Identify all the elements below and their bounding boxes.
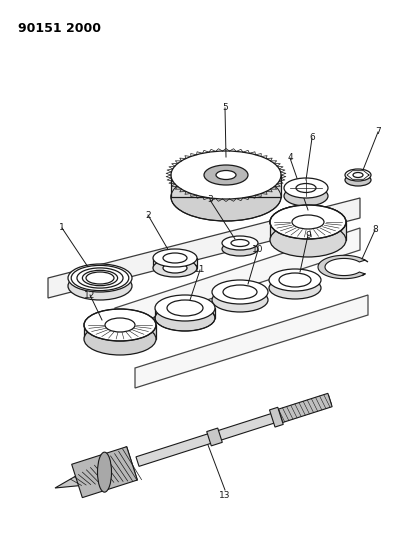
Polygon shape [71,447,137,498]
Ellipse shape [270,223,346,257]
Text: 3: 3 [207,196,213,205]
Ellipse shape [163,253,187,263]
Text: 8: 8 [372,225,378,235]
Ellipse shape [171,173,281,221]
Ellipse shape [345,174,371,186]
Text: 5: 5 [222,103,228,112]
Ellipse shape [345,169,371,181]
Polygon shape [153,258,197,268]
Ellipse shape [212,280,268,304]
Text: 13: 13 [219,490,231,499]
Text: 9: 9 [305,230,311,239]
Ellipse shape [270,205,346,239]
Ellipse shape [84,323,156,355]
Ellipse shape [105,318,135,332]
Text: 7: 7 [375,127,381,136]
Ellipse shape [222,236,258,250]
Ellipse shape [212,288,268,312]
Ellipse shape [84,309,156,341]
Ellipse shape [223,285,257,299]
Ellipse shape [269,269,321,291]
Polygon shape [115,228,360,330]
Ellipse shape [171,151,281,199]
Ellipse shape [270,205,346,239]
Ellipse shape [284,178,328,198]
Text: 10: 10 [252,246,264,254]
Text: 12: 12 [84,290,96,300]
Text: 2: 2 [145,211,151,220]
Polygon shape [55,447,137,488]
Text: 1: 1 [59,223,65,232]
Text: 11: 11 [194,265,206,274]
Ellipse shape [68,272,132,300]
Polygon shape [318,255,365,279]
Ellipse shape [353,173,363,177]
Ellipse shape [216,171,236,180]
Ellipse shape [155,295,215,321]
Ellipse shape [222,242,258,256]
Polygon shape [136,395,331,466]
Polygon shape [171,175,281,197]
Text: 4: 4 [287,154,293,163]
Text: 6: 6 [309,133,315,142]
Polygon shape [270,222,346,240]
Polygon shape [207,428,222,446]
Ellipse shape [292,215,324,229]
Ellipse shape [77,268,123,288]
Ellipse shape [279,273,311,287]
Ellipse shape [284,186,328,206]
Ellipse shape [167,300,203,316]
Ellipse shape [296,183,316,192]
Ellipse shape [98,452,111,492]
Polygon shape [278,393,332,423]
Ellipse shape [83,270,118,286]
Polygon shape [269,407,283,427]
Ellipse shape [163,263,187,273]
Ellipse shape [231,239,249,246]
Ellipse shape [155,305,215,331]
Polygon shape [135,295,368,388]
Ellipse shape [153,249,197,267]
Polygon shape [48,198,360,298]
Ellipse shape [68,264,132,292]
Polygon shape [84,325,156,339]
Ellipse shape [71,265,129,290]
Ellipse shape [269,277,321,299]
Text: 90151 2000: 90151 2000 [18,22,101,35]
Ellipse shape [204,165,248,185]
Ellipse shape [153,259,197,277]
Ellipse shape [86,272,114,284]
Polygon shape [155,308,215,318]
